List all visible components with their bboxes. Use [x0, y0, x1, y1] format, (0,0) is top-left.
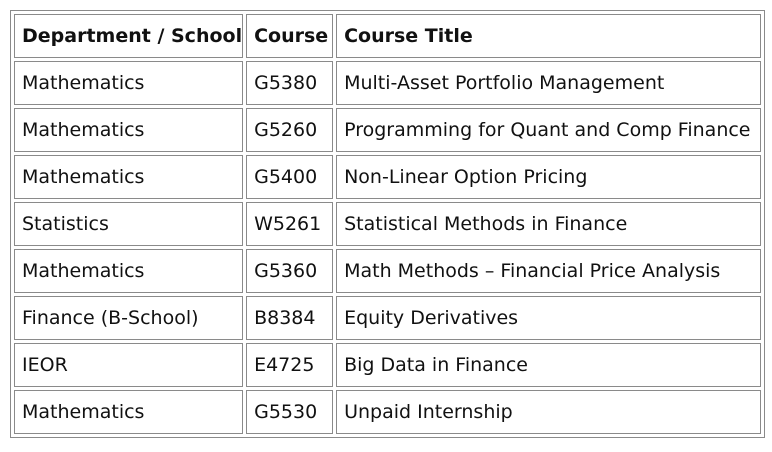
- cell-course-title: Non-Linear Option Pricing: [336, 155, 762, 199]
- cell-department: Mathematics: [14, 108, 244, 152]
- table-row: Statistics W5261 Statistical Methods in …: [14, 202, 762, 246]
- cell-course: B8384: [246, 296, 334, 340]
- cell-course-title: Big Data in Finance: [336, 343, 762, 387]
- cell-department: Mathematics: [14, 61, 244, 105]
- cell-course-title: Math Methods – Financial Price Analysis: [336, 249, 762, 293]
- table-row: Mathematics G5360 Math Methods – Financi…: [14, 249, 762, 293]
- table-row: Finance (B-School) B8384 Equity Derivati…: [14, 296, 762, 340]
- cell-course-title: Multi-Asset Portfolio Management: [336, 61, 762, 105]
- cell-course: E4725: [246, 343, 334, 387]
- cell-course-title: Programming for Quant and Comp Finance: [336, 108, 762, 152]
- cell-department: Mathematics: [14, 249, 244, 293]
- header-department: Department / School: [14, 14, 244, 58]
- cell-course: G5260: [246, 108, 334, 152]
- table-row: Mathematics G5530 Unpaid Internship: [14, 390, 762, 434]
- header-course: Course: [246, 14, 334, 58]
- cell-department: Finance (B-School): [14, 296, 244, 340]
- cell-department: Mathematics: [14, 155, 244, 199]
- header-row: Department / School Course Course Title: [14, 14, 762, 58]
- table-body: Mathematics G5380 Multi-Asset Portfolio …: [14, 61, 762, 434]
- cell-course-title: Statistical Methods in Finance: [336, 202, 762, 246]
- cell-course: G5400: [246, 155, 334, 199]
- cell-course-title: Equity Derivatives: [336, 296, 762, 340]
- table-row: Mathematics G5380 Multi-Asset Portfolio …: [14, 61, 762, 105]
- cell-course: G5360: [246, 249, 334, 293]
- cell-course: W5261: [246, 202, 334, 246]
- table-row: IEOR E4725 Big Data in Finance: [14, 343, 762, 387]
- cell-department: Statistics: [14, 202, 244, 246]
- table-row: Mathematics G5260 Programming for Quant …: [14, 108, 762, 152]
- course-table-container: Department / School Course Course Title …: [10, 10, 766, 438]
- table-header: Department / School Course Course Title: [14, 14, 762, 58]
- cell-department: IEOR: [14, 343, 244, 387]
- table-row: Mathematics G5400 Non-Linear Option Pric…: [14, 155, 762, 199]
- header-course-title: Course Title: [336, 14, 762, 58]
- cell-course: G5530: [246, 390, 334, 434]
- cell-department: Mathematics: [14, 390, 244, 434]
- cell-course: G5380: [246, 61, 334, 105]
- course-table: Department / School Course Course Title …: [10, 10, 766, 438]
- cell-course-title: Unpaid Internship: [336, 390, 762, 434]
